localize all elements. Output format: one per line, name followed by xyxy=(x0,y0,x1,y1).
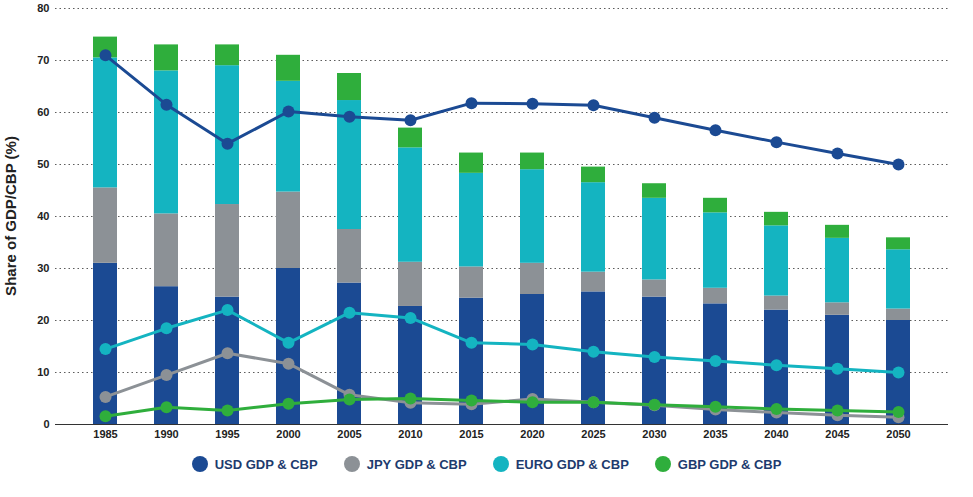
svg-text:1990: 1990 xyxy=(154,428,178,440)
svg-text:2030: 2030 xyxy=(642,428,666,440)
svg-text:2015: 2015 xyxy=(459,428,483,440)
html-text:JPY GDP & CBP: JPY GDP & CBP xyxy=(366,456,467,472)
svg-text:2025: 2025 xyxy=(581,428,605,440)
svg-text:2020: 2020 xyxy=(520,428,544,440)
svg-text:2040: 2040 xyxy=(764,428,788,440)
svg-text:10: 10 xyxy=(37,366,49,378)
svg-text:2000: 2000 xyxy=(276,428,300,440)
svg-text:80: 80 xyxy=(37,2,49,14)
svg-text:2050: 2050 xyxy=(886,428,910,440)
svg-text:40: 40 xyxy=(37,210,49,222)
svg-text:1995: 1995 xyxy=(215,428,239,440)
svg-text:60: 60 xyxy=(37,106,49,118)
svg-text:0: 0 xyxy=(43,418,49,430)
svg-text:Share of GDP/CBP (%): Share of GDP/CBP (%) xyxy=(2,136,19,296)
svg-text:2005: 2005 xyxy=(337,428,361,440)
svg-text:2045: 2045 xyxy=(825,428,849,440)
html-text:EURO GDP & CBP: EURO GDP & CBP xyxy=(515,456,629,472)
svg-text:70: 70 xyxy=(37,54,49,66)
svg-text:1985: 1985 xyxy=(93,428,117,440)
html-text:USD GDP & CBP: USD GDP & CBP xyxy=(214,456,318,472)
svg-text:2035: 2035 xyxy=(703,428,727,440)
svg-text:30: 30 xyxy=(37,262,49,274)
svg-text:2010: 2010 xyxy=(398,428,422,440)
html-text:GBP GDP & CBP: GBP GDP & CBP xyxy=(677,456,782,472)
svg-text:50: 50 xyxy=(37,158,49,170)
svg-text:20: 20 xyxy=(37,314,49,326)
